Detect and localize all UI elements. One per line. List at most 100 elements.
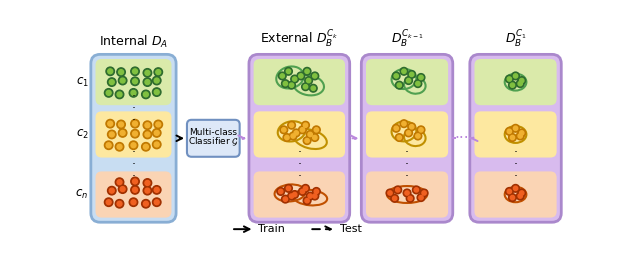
FancyBboxPatch shape (95, 171, 172, 218)
Circle shape (419, 75, 423, 80)
Circle shape (405, 191, 409, 195)
Circle shape (132, 131, 138, 136)
Circle shape (108, 186, 116, 195)
Circle shape (118, 185, 127, 193)
Circle shape (131, 91, 136, 95)
Circle shape (285, 135, 289, 140)
Circle shape (406, 131, 411, 135)
Circle shape (511, 124, 520, 132)
Circle shape (131, 67, 140, 76)
Circle shape (312, 126, 320, 134)
Circle shape (305, 69, 309, 73)
Circle shape (392, 72, 400, 80)
Circle shape (145, 132, 150, 137)
Circle shape (414, 132, 422, 140)
Circle shape (115, 199, 124, 208)
Circle shape (132, 179, 138, 184)
Text: ·
·
·: · · · (405, 146, 409, 183)
Circle shape (152, 140, 161, 149)
Circle shape (117, 201, 122, 206)
Circle shape (313, 74, 317, 78)
Circle shape (132, 79, 138, 84)
Circle shape (154, 142, 159, 147)
Circle shape (506, 128, 513, 135)
Circle shape (132, 69, 138, 74)
Circle shape (143, 92, 148, 97)
Circle shape (129, 198, 138, 206)
Circle shape (108, 121, 113, 126)
FancyBboxPatch shape (362, 54, 452, 222)
Circle shape (397, 135, 401, 140)
Circle shape (298, 126, 307, 134)
Circle shape (299, 74, 303, 78)
Circle shape (510, 195, 515, 200)
Circle shape (404, 77, 412, 84)
Circle shape (145, 188, 150, 193)
Circle shape (509, 134, 516, 142)
Circle shape (313, 194, 317, 198)
Circle shape (278, 189, 283, 194)
Circle shape (396, 81, 403, 89)
Circle shape (292, 192, 297, 197)
Circle shape (303, 85, 308, 89)
Circle shape (131, 129, 140, 138)
Circle shape (311, 134, 319, 142)
Circle shape (289, 194, 294, 198)
FancyBboxPatch shape (253, 59, 345, 105)
Circle shape (513, 74, 518, 78)
Circle shape (506, 75, 513, 83)
Circle shape (109, 132, 115, 137)
Circle shape (131, 143, 136, 148)
FancyBboxPatch shape (366, 111, 448, 158)
Circle shape (104, 141, 113, 150)
Circle shape (156, 70, 161, 74)
Circle shape (314, 128, 319, 132)
Circle shape (303, 68, 311, 75)
Circle shape (394, 74, 398, 78)
Circle shape (131, 186, 140, 194)
Circle shape (516, 192, 524, 200)
Circle shape (154, 200, 159, 205)
Circle shape (518, 134, 522, 138)
Circle shape (117, 120, 125, 129)
Circle shape (392, 124, 400, 132)
Circle shape (507, 189, 511, 194)
Circle shape (406, 195, 414, 202)
Circle shape (291, 134, 295, 138)
Circle shape (286, 186, 291, 191)
Circle shape (509, 81, 516, 89)
Circle shape (518, 189, 525, 197)
Circle shape (109, 188, 115, 193)
Circle shape (513, 126, 518, 131)
Circle shape (408, 123, 415, 131)
Circle shape (410, 125, 414, 129)
Circle shape (414, 188, 419, 192)
Text: ·
·
·: · · · (131, 90, 136, 127)
Circle shape (303, 137, 311, 144)
Circle shape (408, 196, 412, 201)
Circle shape (386, 189, 394, 197)
Circle shape (518, 77, 525, 84)
Text: ·
·
·: · · · (513, 146, 518, 183)
Circle shape (518, 194, 522, 198)
Circle shape (141, 143, 150, 151)
FancyBboxPatch shape (253, 171, 345, 218)
Circle shape (117, 144, 122, 149)
Circle shape (308, 194, 312, 198)
Text: $D_B^{C_{k-1}}$: $D_B^{C_{k-1}}$ (390, 29, 424, 50)
Circle shape (108, 130, 116, 139)
Circle shape (305, 77, 312, 84)
Circle shape (309, 84, 317, 92)
Circle shape (283, 134, 291, 142)
Circle shape (143, 179, 152, 187)
Circle shape (145, 180, 150, 185)
Circle shape (394, 186, 402, 194)
Circle shape (143, 69, 152, 77)
Circle shape (307, 78, 311, 83)
Circle shape (285, 68, 292, 75)
Circle shape (417, 126, 425, 134)
Circle shape (288, 81, 296, 89)
Circle shape (307, 131, 314, 138)
Circle shape (301, 83, 309, 91)
Circle shape (419, 195, 423, 200)
